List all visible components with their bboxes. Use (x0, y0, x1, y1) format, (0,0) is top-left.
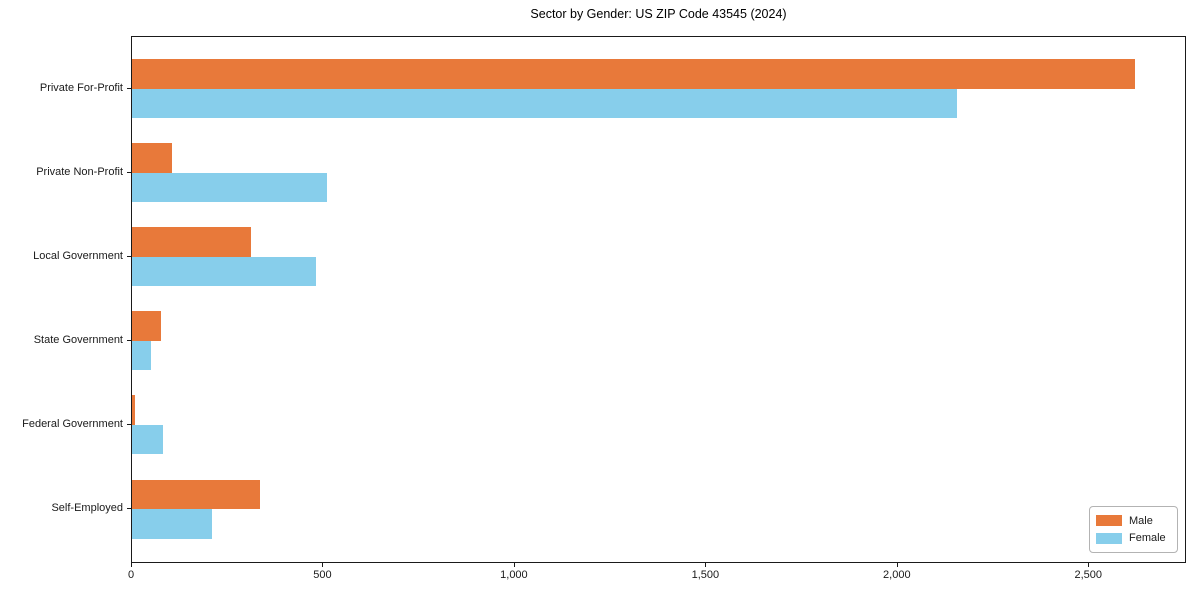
y-tick-mark (127, 508, 131, 509)
y-tick-label: Federal Government (22, 417, 123, 430)
y-tick-mark (127, 87, 131, 89)
bar-female (132, 340, 152, 371)
y-tick-label: Private Non-Profit (36, 165, 123, 178)
bar-female (132, 88, 958, 118)
bar-female (132, 509, 213, 539)
x-tick-label: 1,500 (691, 569, 720, 581)
bar-male (132, 479, 261, 509)
bar-male (132, 59, 1136, 89)
x-tick-mark (705, 563, 707, 567)
legend-label-female: Female (1129, 532, 1166, 545)
legend-swatch-male (1096, 515, 1122, 527)
bar-male (132, 227, 251, 257)
x-tick-mark (513, 563, 515, 567)
y-tick-mark (127, 423, 131, 425)
y-tick-label: Private For-Profit (39, 81, 123, 94)
x-tick-label: 500 (313, 569, 332, 581)
legend-label-male: Male (1129, 514, 1153, 527)
chart-title: Sector by Gender: US ZIP Code 43545 (202… (530, 7, 787, 21)
y-tick-mark (127, 255, 131, 257)
y-tick-label: Self-Employed (51, 502, 123, 514)
y-tick-mark (127, 171, 131, 173)
x-tick-mark (896, 563, 898, 567)
plot-area (131, 36, 1186, 563)
legend-item-female: Female (1096, 532, 1171, 544)
x-tick-label: 0 (127, 569, 135, 581)
bar-male (132, 311, 161, 341)
legend-item-male: Male (1096, 515, 1171, 527)
x-tick-mark (322, 563, 324, 567)
bar-male (132, 395, 136, 425)
bar-female (132, 424, 163, 455)
bar-female (132, 256, 316, 287)
bar-male (132, 143, 173, 173)
legend: Male Female (1089, 506, 1178, 553)
x-tick-label: 2,000 (883, 569, 911, 581)
x-tick-mark (1088, 563, 1090, 567)
legend-swatch-female (1096, 532, 1122, 544)
x-tick-label: 1,000 (500, 569, 528, 581)
x-tick-label: 2,500 (1074, 569, 1103, 581)
y-tick-label: State Government (33, 333, 123, 346)
y-tick-label: Local Government (33, 249, 123, 262)
bar-female (132, 172, 328, 203)
y-tick-mark (127, 339, 131, 341)
x-tick-mark (131, 563, 132, 567)
